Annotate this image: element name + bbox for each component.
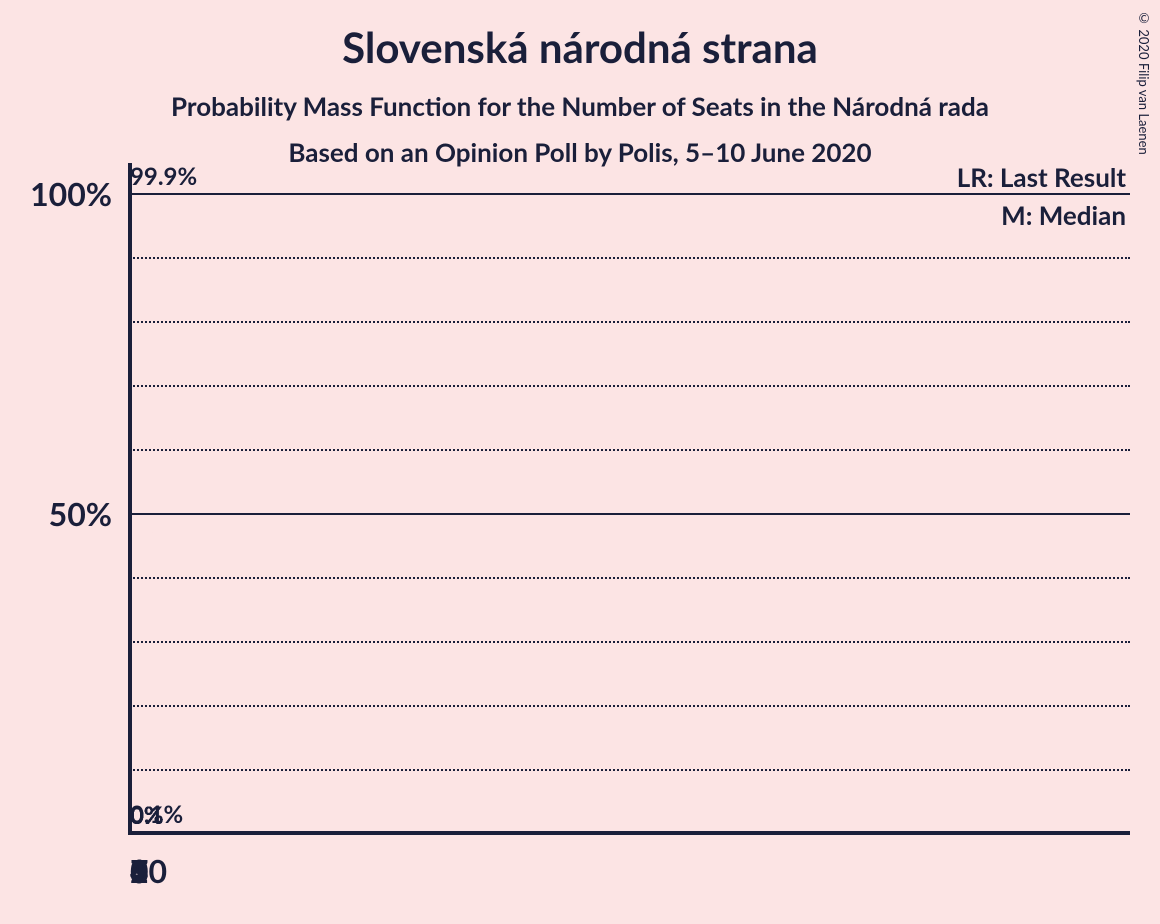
legend-median: M: Median [1001, 199, 1126, 231]
chart-title: Slovenská národná strana [0, 0, 1160, 72]
grid-minor [130, 449, 1130, 451]
grid-minor [130, 257, 1130, 259]
grid-minor [130, 577, 1130, 579]
x-axis [128, 831, 1130, 835]
bar-annotation-last-result: LR [130, 515, 165, 551]
grid-major [130, 193, 1130, 195]
copyright-label: © 2020 Filip van Laenen [1136, 10, 1152, 155]
y-axis-label: 50% [49, 494, 112, 533]
grid-major [130, 513, 1130, 515]
bar-value-label: 99.9% [130, 162, 197, 191]
y-axis-label: 100% [30, 174, 112, 213]
chart-subtitle-1: Probability Mass Function for the Number… [0, 72, 1160, 122]
grid-minor [130, 321, 1130, 323]
grid-minor [130, 769, 1130, 771]
chart-plot-area: 99.9%00%10%20%30%40%50%60%70%80.1%90%10L… [130, 193, 1130, 833]
grid-minor [130, 385, 1130, 387]
grid-minor [130, 705, 1130, 707]
x-axis-label: 10 [130, 851, 167, 890]
bar-annotation-median: M [130, 479, 158, 515]
grid-minor [130, 641, 1130, 643]
legend-last-result: LR: Last Result [957, 161, 1126, 193]
bar-value-label: 0% [130, 801, 164, 830]
